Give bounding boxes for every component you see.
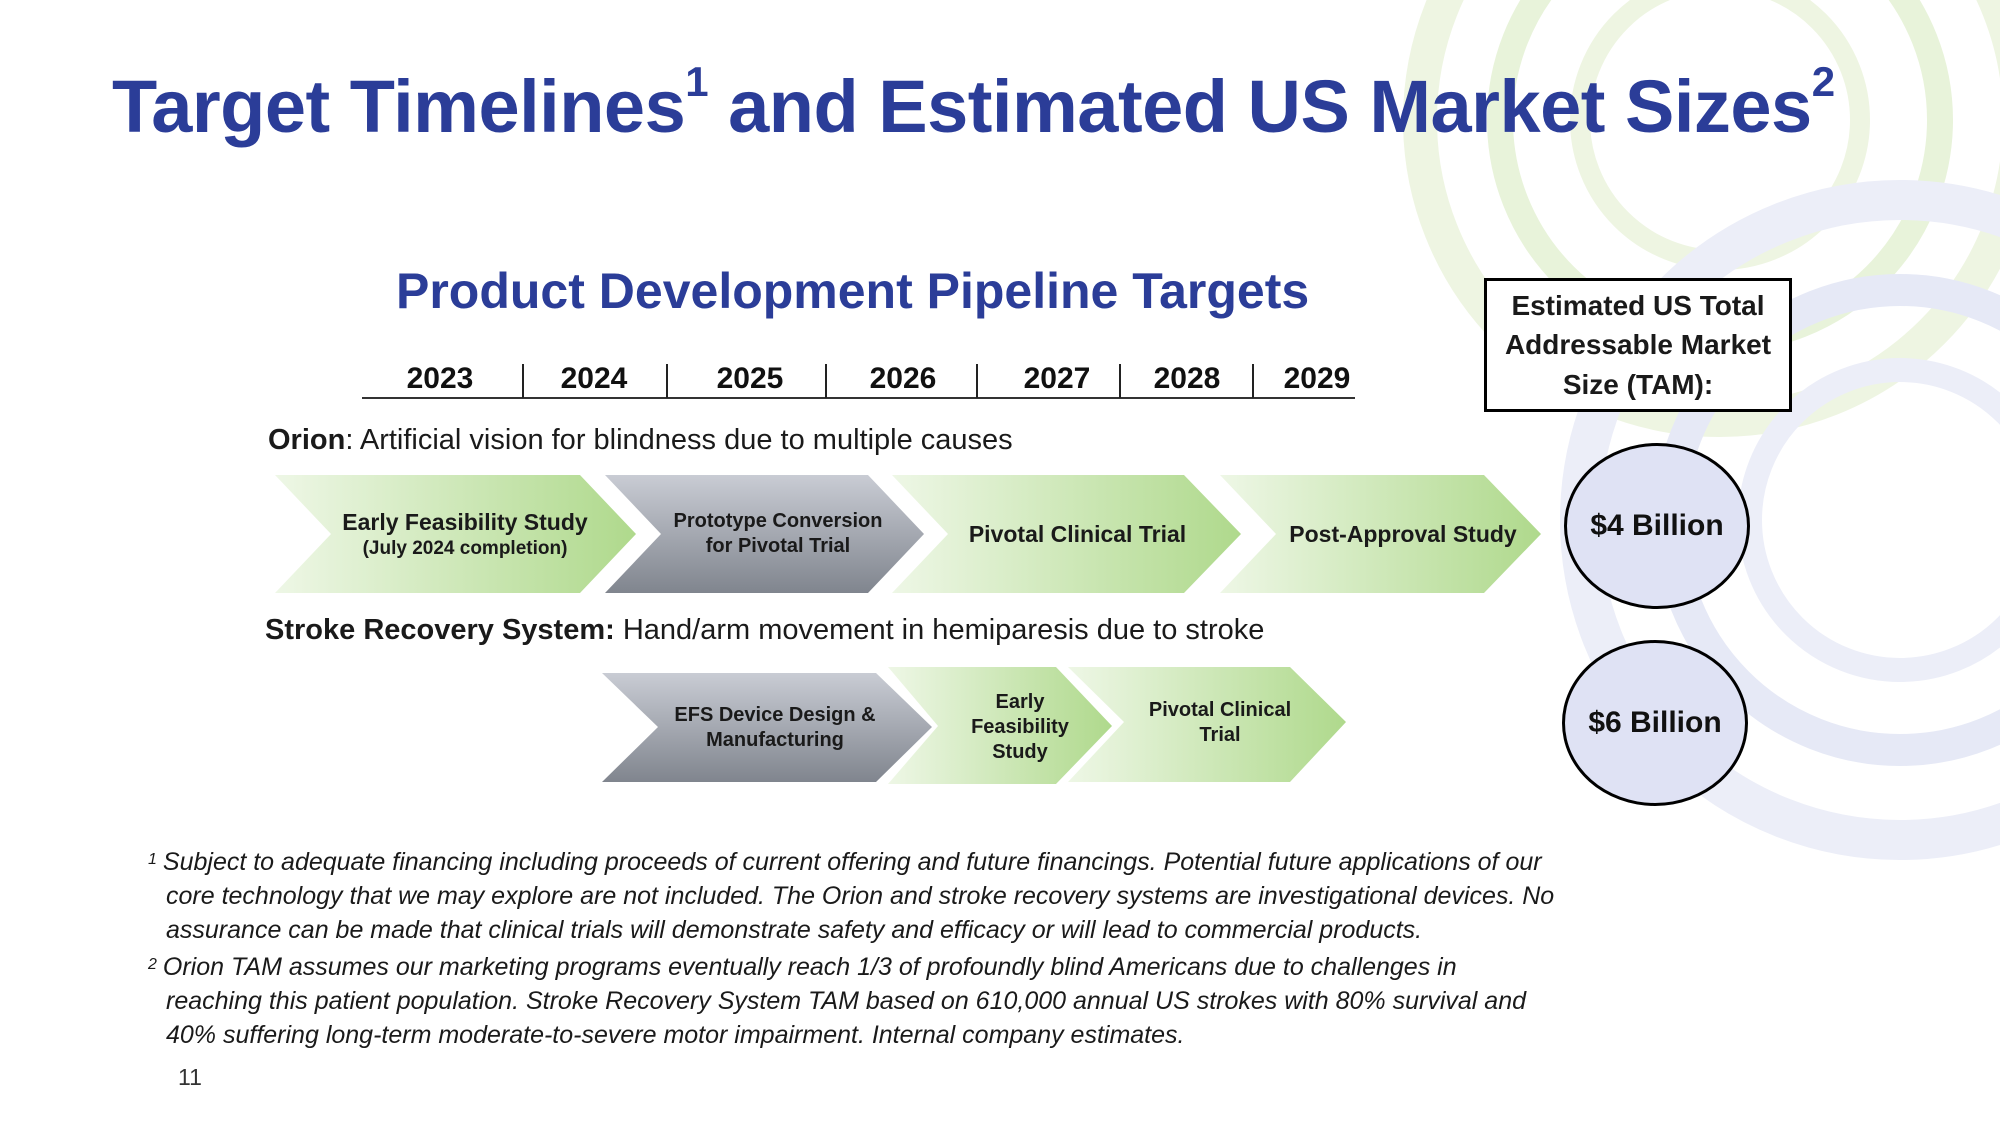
year-label: 2025: [716, 362, 784, 395]
orion-stage-1-chevron: [275, 475, 636, 593]
year-label: 2024: [560, 362, 628, 395]
orion-stage-4-chevron: [1220, 475, 1541, 593]
pipeline-subtitle: Product Development Pipeline Targets: [396, 263, 1310, 319]
stroke-tam-value: $6 Billion: [1588, 706, 1722, 739]
year-divider: [666, 364, 668, 398]
year-divider: [1119, 364, 1121, 398]
stroke-tam-circle: $6 Billion: [1562, 640, 1748, 806]
stroke-stage-2-chevron: [888, 667, 1112, 784]
year-label: 2029: [1283, 362, 1351, 395]
stroke-stage-1-chevron: [602, 673, 932, 782]
orion-stage-2-chevron: [605, 475, 924, 593]
year-label: 2028: [1153, 362, 1221, 395]
stroke-stage-3-chevron: [1068, 667, 1346, 782]
orion-stage-3-label: Pivotal Clinical Trial: [968, 520, 1187, 547]
page-number: 11: [178, 1064, 202, 1090]
orion-row-label: Orion: Artificial vision for blindness d…: [268, 424, 1013, 456]
tam-header-box: Estimated US Total Addressable Market Si…: [1484, 278, 1792, 412]
year-label: 2026: [869, 362, 937, 395]
stroke-stage-3-label: Pivotal Clinical Trial: [1148, 698, 1292, 746]
year-divider: [825, 364, 827, 398]
orion-tam-circle: $4 Billion: [1564, 443, 1750, 609]
footnote-1: 1 Subject to adequate financing including…: [148, 848, 1555, 944]
slide-title: Target Timelines1 and Estimated US Marke…: [112, 58, 1835, 148]
stroke-row-label: Stroke Recovery System: Hand/arm movemen…: [265, 614, 1265, 646]
footnote-2: 2 Orion TAM assumes our marketing program…: [148, 953, 1526, 1049]
orion-stage-4-label: Post-Approval Study: [1289, 520, 1517, 547]
timeline-baseline: [362, 397, 1355, 399]
orion-stage-2-label: Prototype Conversion for Pivotal Trial: [673, 510, 883, 557]
orion-stage-3-chevron: [892, 475, 1241, 593]
year-label: 2027: [1023, 362, 1091, 395]
orion-tam-value: $4 Billion: [1590, 509, 1724, 542]
stroke-stage-2-label: Early Feasibility Study: [971, 691, 1069, 763]
year-divider: [522, 364, 524, 398]
orion-stage-1-label: Early Feasibility Study (July 2024 compl…: [342, 508, 588, 559]
year-divider: [1252, 364, 1254, 398]
year-label: 2023: [406, 362, 474, 395]
stroke-stage-1-label: EFS Device Design & Manufacturing: [674, 703, 876, 751]
year-divider: [976, 364, 978, 398]
